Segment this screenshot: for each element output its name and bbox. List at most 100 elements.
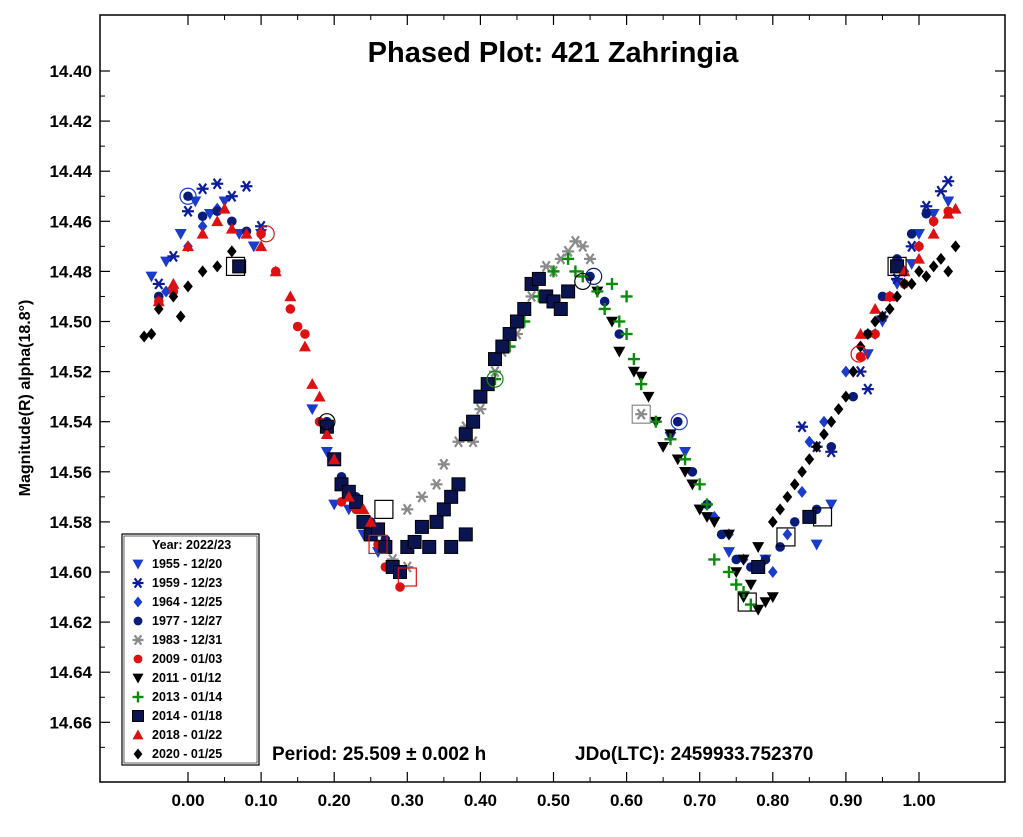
marker-shape (599, 296, 610, 307)
marker-shape (614, 329, 625, 339)
marker-shape (152, 295, 165, 307)
data-point (182, 240, 194, 252)
epoch-text: JDo(LTC): 2459933.752370 (575, 744, 813, 765)
marker-shape (950, 240, 961, 253)
marker-shape (819, 415, 829, 428)
marker-shape (870, 315, 880, 328)
x-tick-label: 0.80 (756, 791, 789, 810)
data-point (693, 478, 706, 491)
data-point (407, 534, 422, 549)
data-point (284, 290, 297, 302)
marker-shape (168, 290, 179, 303)
marker-shape (232, 259, 247, 274)
x-tick-label: 0.90 (829, 791, 862, 810)
legend-entry-label: 2020 - 01/25 (152, 747, 222, 761)
marker-shape (197, 220, 208, 233)
marker-shape (701, 512, 714, 523)
data-point (679, 453, 692, 466)
marker-shape (877, 310, 888, 323)
data-point (657, 441, 670, 453)
marker-shape (927, 227, 940, 239)
marker-shape (451, 477, 466, 492)
x-tick-label: 0.30 (391, 791, 424, 810)
data-point (679, 446, 692, 458)
legend-entry-label: 2018 - 01/22 (152, 728, 222, 742)
marker-shape (444, 539, 459, 554)
marker-shape (841, 390, 851, 403)
legend-box (121, 533, 260, 766)
legend-entry-label: 1955 - 12/20 (152, 557, 222, 571)
y-tick-label: 14.58 (49, 513, 92, 532)
marker-stroke (168, 250, 178, 263)
marker-shape (679, 446, 692, 458)
data-point (320, 446, 333, 458)
data-point (635, 371, 648, 383)
data-points-layer (139, 175, 962, 616)
marker-stroke (212, 177, 222, 190)
data-point (642, 391, 655, 403)
legend-entry-label: 2013 - 01/14 (152, 690, 222, 704)
marker-shape (357, 503, 370, 515)
data-point (145, 271, 158, 283)
data-point (797, 465, 807, 478)
data-point (415, 491, 428, 503)
marker-shape (212, 206, 223, 217)
highlight-circle (257, 225, 275, 243)
y-tick-label: 14.62 (49, 613, 92, 632)
marker-shape (502, 327, 517, 342)
y-tick-label: 14.66 (49, 713, 92, 732)
marker-shape (480, 377, 495, 392)
legend-marker (132, 634, 144, 646)
legend-marker (132, 673, 144, 684)
marker-shape (737, 554, 750, 566)
marker-shape (378, 539, 393, 554)
data-point (502, 327, 517, 342)
marker-shape (133, 748, 143, 760)
data-point (737, 586, 750, 599)
marker-shape (833, 403, 844, 416)
data-point (437, 458, 450, 471)
y-tick-label: 14.40 (49, 62, 92, 81)
data-point (766, 592, 779, 604)
marker-shape (517, 301, 532, 316)
marker-shape (768, 515, 778, 528)
data-point (569, 265, 582, 278)
x-tick-label: 0.20 (318, 791, 351, 810)
data-point (561, 284, 576, 299)
marker-shape (284, 290, 297, 302)
data-point (466, 414, 481, 429)
data-point (146, 328, 157, 341)
data-point (649, 415, 662, 428)
marker-shape (730, 567, 743, 578)
data-point (392, 565, 407, 579)
marker-shape (212, 260, 223, 273)
data-point (562, 245, 575, 258)
data-point (782, 528, 793, 541)
legend-marker (132, 729, 144, 740)
marker-shape (306, 404, 319, 416)
marker-shape (342, 490, 355, 502)
marker-shape (407, 534, 422, 549)
data-point (591, 285, 604, 298)
marker-stroke (241, 180, 251, 192)
highlight-square (225, 256, 246, 276)
marker-shape (921, 208, 932, 219)
marker-shape (605, 316, 618, 328)
data-point (300, 329, 310, 339)
marker-shape (716, 529, 727, 540)
marker-stroke (556, 253, 566, 265)
highlight-circle (318, 413, 336, 431)
x-tick-label: 0.00 (171, 791, 204, 810)
data-point (928, 216, 939, 227)
marker-stroke (183, 205, 193, 218)
legend-marker (132, 710, 144, 722)
data-point (775, 503, 785, 516)
data-point (599, 296, 610, 307)
marker-stroke (439, 458, 449, 471)
data-point (833, 403, 844, 416)
data-point (152, 278, 165, 290)
data-point (620, 290, 633, 303)
data-point (189, 196, 202, 208)
marker-shape (914, 265, 924, 278)
marker-shape (320, 428, 333, 440)
